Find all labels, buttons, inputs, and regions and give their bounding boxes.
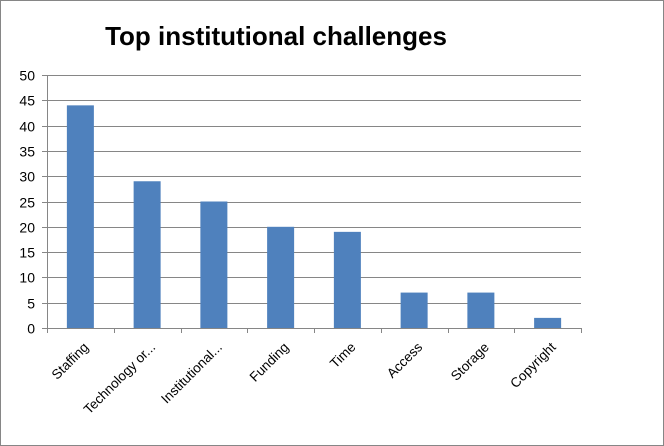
- bar: [534, 317, 562, 328]
- x-tick-label: Technology or...: [81, 340, 158, 417]
- y-tick-label: 30: [19, 169, 35, 185]
- y-tick-label: 50: [19, 68, 35, 84]
- y-tick-labels: 0 5 10 15 20 25 30 35 40 45 50: [19, 68, 35, 337]
- y-tick-label: 5: [27, 296, 35, 312]
- axes: [42, 75, 582, 333]
- x-tick-label: Institutional...: [158, 340, 225, 407]
- bar: [200, 201, 228, 328]
- y-tick-label: 15: [19, 245, 35, 261]
- x-tick-label: Funding: [247, 340, 292, 385]
- x-tick-label: Time: [327, 340, 358, 371]
- bars: [66, 105, 562, 328]
- y-tick-label: 10: [19, 270, 35, 286]
- gridlines: [47, 75, 581, 304]
- y-tick-label: 20: [19, 220, 35, 236]
- y-tick-label: 40: [19, 119, 35, 135]
- x-tick-label: Storage: [448, 340, 492, 384]
- bar: [133, 181, 161, 328]
- x-tick-label: Copyright: [507, 339, 559, 391]
- bar: [66, 105, 94, 328]
- chart-title: Top institutional challenges: [105, 21, 447, 51]
- bar: [467, 292, 495, 328]
- y-tick-label: 0: [27, 321, 35, 337]
- bar: [267, 226, 295, 328]
- y-tick-label: 25: [19, 195, 35, 211]
- bar: [400, 292, 428, 328]
- bar: [333, 231, 361, 328]
- y-tick-label: 45: [19, 93, 35, 109]
- x-tick-label: Access: [384, 339, 426, 381]
- x-tick-label: Staffing: [49, 340, 92, 383]
- y-tick-label: 35: [19, 144, 35, 160]
